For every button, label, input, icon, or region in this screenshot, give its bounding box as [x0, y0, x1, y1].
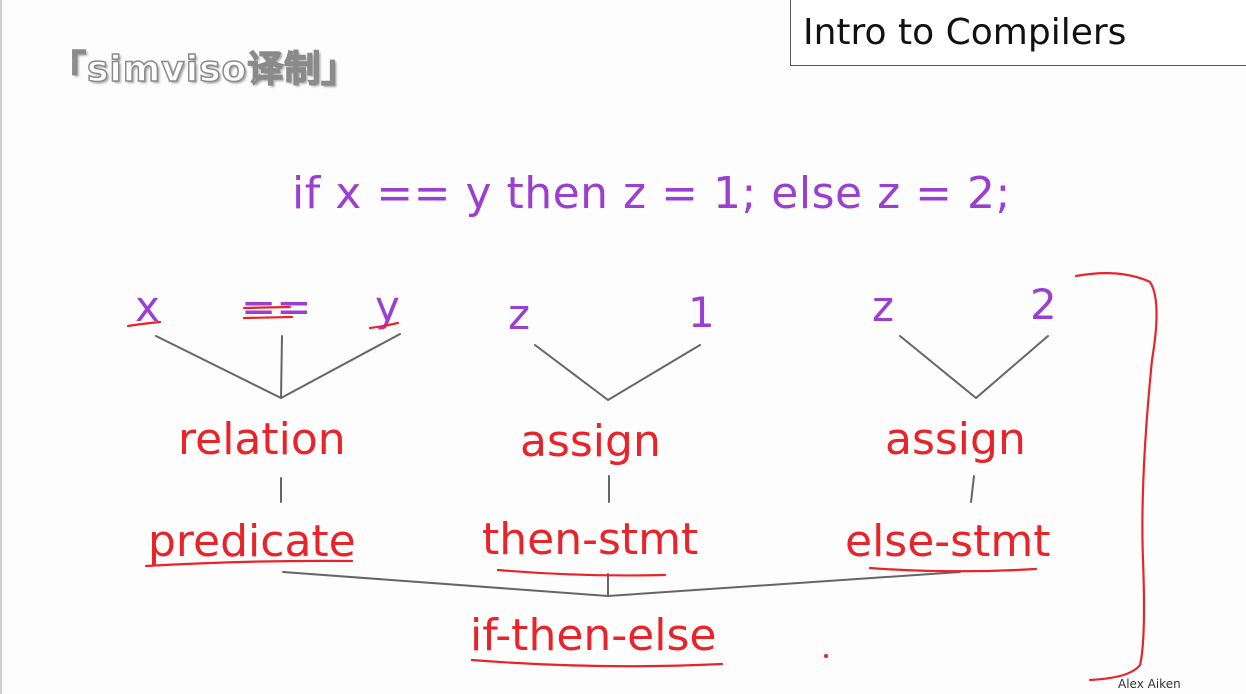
token-one: 1: [688, 288, 715, 337]
slide-edge: [0, 0, 2, 694]
token-x: x: [135, 282, 160, 331]
title-box: Intro to Compilers: [790, 0, 1246, 66]
edge-x-relation: [155, 335, 282, 399]
edge-one-assign-then: [607, 344, 701, 401]
edge-z-assign-else: [899, 335, 977, 399]
token-two: 2: [1030, 280, 1057, 329]
watermark: 「simviso译制」: [49, 48, 359, 91]
token-z-then: z: [508, 290, 531, 339]
node-if-then-else: if-then-else: [470, 610, 717, 661]
node-assign-else: assign: [885, 414, 1026, 465]
pen-dot: [824, 654, 828, 658]
node-assign-then: assign: [520, 416, 661, 467]
author-credit: Alex Aiken: [1118, 677, 1181, 691]
node-predicate: predicate: [148, 516, 356, 567]
token-equals: ==: [241, 282, 312, 331]
slide-title: Intro to Compilers: [803, 12, 1127, 53]
underline-then-stmt: [496, 568, 667, 577]
edge-predicate-ite: [282, 571, 609, 597]
underline-else-stmt: [868, 566, 1038, 573]
edge-y-relation: [280, 333, 401, 399]
node-then-stmt: then-stmt: [482, 514, 699, 565]
token-y: y: [375, 282, 400, 331]
bracket-annotation: [1074, 272, 1158, 682]
edge-eq-relation: [280, 335, 283, 399]
edge-else-ite: [607, 571, 961, 597]
edge-assign-else-stmt: [970, 475, 975, 503]
code-statement: if x == y then z = 1; else z = 2;: [292, 168, 1011, 219]
token-z-else: z: [872, 282, 895, 331]
edge-two-assign-else: [975, 335, 1049, 399]
node-relation: relation: [178, 414, 346, 465]
node-else-stmt: else-stmt: [845, 516, 1051, 567]
edge-z-assign-then: [534, 344, 609, 401]
